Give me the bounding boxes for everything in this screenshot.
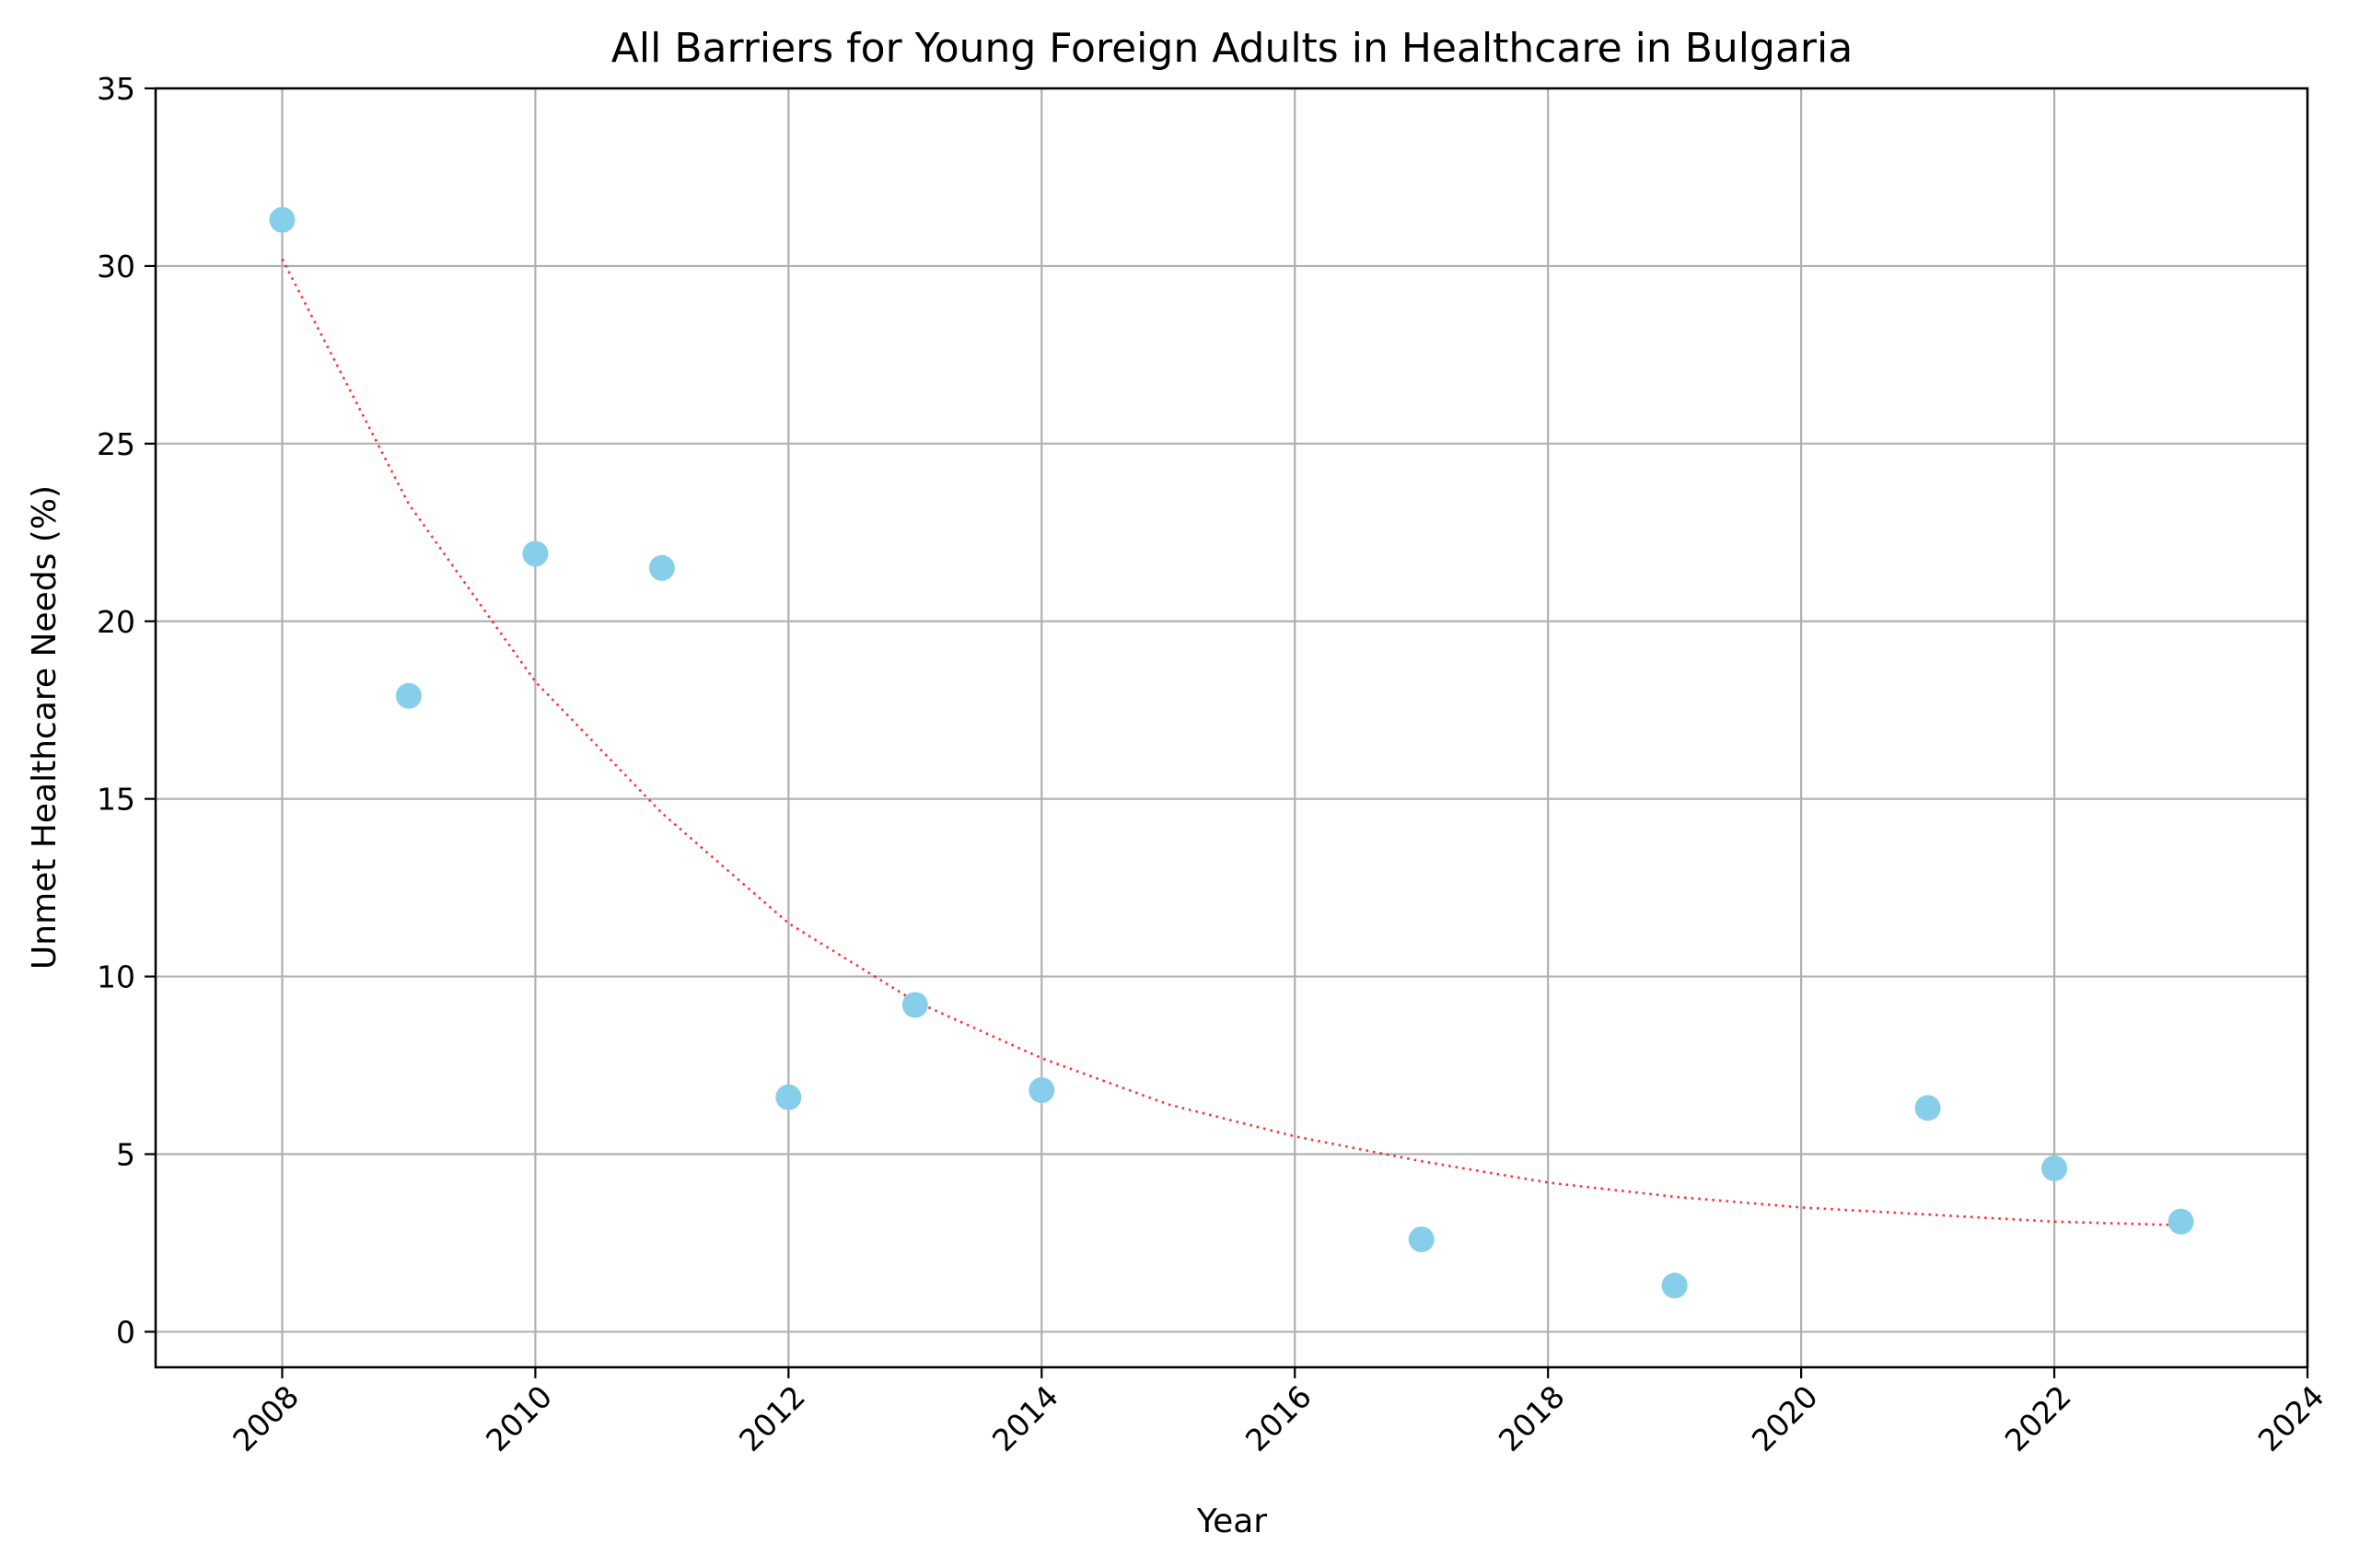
- x-tick-label: 2008: [226, 1378, 306, 1458]
- y-tick-label: 35: [97, 71, 135, 107]
- trendline: [281, 258, 2181, 1226]
- x-tick-label: 2020: [1745, 1378, 1825, 1458]
- data-point: [395, 682, 422, 709]
- x-axis-ticks: 2008 2010 2012 2014 2016 2018 2020 2022 2024: [226, 1367, 2331, 1458]
- x-tick-label: 2016: [1238, 1378, 1319, 1458]
- trendline-path: [281, 258, 2181, 1226]
- x-axis-label: Year: [1196, 1503, 1267, 1540]
- data-point: [269, 206, 296, 233]
- data-point: [648, 554, 675, 581]
- plot-frame: [154, 87, 2309, 1369]
- y-axis-label: Unmet Healthcare Needs (%): [26, 485, 64, 970]
- data-point: [522, 540, 549, 567]
- x-tick-label: 2014: [985, 1378, 1065, 1458]
- data-point: [1029, 1077, 1055, 1104]
- data-point: [775, 1084, 802, 1110]
- x-tick-label: 2012: [732, 1378, 812, 1458]
- chart-title: All Barriers for Young Foreign Adults in…: [611, 25, 1853, 72]
- data-point: [2041, 1155, 2068, 1181]
- y-tick-label: 30: [97, 249, 135, 285]
- y-tick-label: 5: [116, 1137, 135, 1173]
- y-tick-label: 20: [97, 604, 135, 640]
- x-tick-label: 2022: [1998, 1378, 2078, 1458]
- data-point: [1408, 1226, 1435, 1253]
- data-point: [901, 992, 928, 1018]
- x-tick-label: 2024: [2251, 1378, 2331, 1458]
- y-tick-label: 10: [97, 959, 135, 995]
- y-tick-label: 15: [97, 782, 135, 818]
- y-axis-ticks: 0 5 10 15 20 25 30 35: [97, 71, 156, 1350]
- data-points: [269, 206, 2194, 1299]
- grid-lines: [156, 87, 2309, 1367]
- x-tick-label: 2018: [1492, 1378, 1572, 1458]
- x-tick-label: 2010: [479, 1378, 559, 1458]
- data-point: [1914, 1095, 1941, 1121]
- data-point: [2168, 1208, 2194, 1235]
- data-point: [1661, 1272, 1688, 1299]
- y-tick-label: 0: [116, 1314, 135, 1350]
- y-tick-label: 25: [97, 426, 135, 462]
